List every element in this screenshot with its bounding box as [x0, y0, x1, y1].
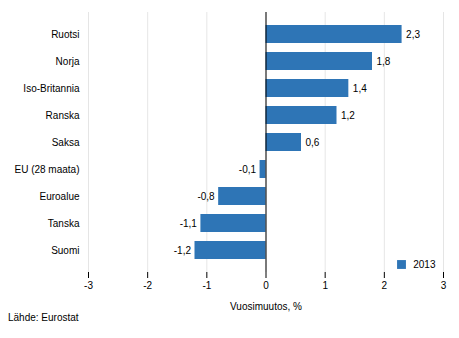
svg-text:1,2: 1,2 — [341, 110, 355, 121]
html-text:Lähde: Eurostat: Lähde: Eurostat — [8, 312, 79, 323]
svg-text:-0,8: -0,8 — [197, 191, 215, 202]
svg-text:Norja: Norja — [56, 56, 80, 67]
svg-text:-1,1: -1,1 — [180, 218, 198, 229]
svg-text:2,3: 2,3 — [406, 29, 420, 40]
svg-text:-0,1: -0,1 — [239, 164, 257, 175]
svg-text:1,4: 1,4 — [353, 83, 367, 94]
svg-text:0,6: 0,6 — [306, 137, 320, 148]
svg-text:1: 1 — [322, 280, 328, 291]
svg-text:Tanska: Tanska — [48, 218, 80, 229]
svg-text:Iso-Britannia: Iso-Britannia — [23, 83, 80, 94]
svg-text:Ranska: Ranska — [46, 110, 80, 121]
svg-text:1,8: 1,8 — [377, 56, 391, 67]
svg-text:2: 2 — [382, 280, 388, 291]
svg-text:-2: -2 — [143, 280, 152, 291]
svg-text:EU (28 maata): EU (28 maata) — [14, 164, 79, 175]
svg-text:-1,2: -1,2 — [174, 245, 192, 256]
svg-text:3: 3 — [441, 280, 447, 291]
svg-text:Ruotsi: Ruotsi — [51, 29, 79, 40]
svg-text:-1: -1 — [202, 280, 211, 291]
svg-text:Euroalue: Euroalue — [39, 191, 79, 202]
svg-text:Saksa: Saksa — [52, 137, 80, 148]
svg-text:2013: 2013 — [413, 259, 436, 270]
svg-text:-3: -3 — [84, 280, 93, 291]
svg-text:Suomi: Suomi — [51, 245, 79, 256]
svg-text:0: 0 — [263, 280, 269, 291]
svg-text:Vuosimuutos, %: Vuosimuutos, % — [230, 301, 302, 312]
